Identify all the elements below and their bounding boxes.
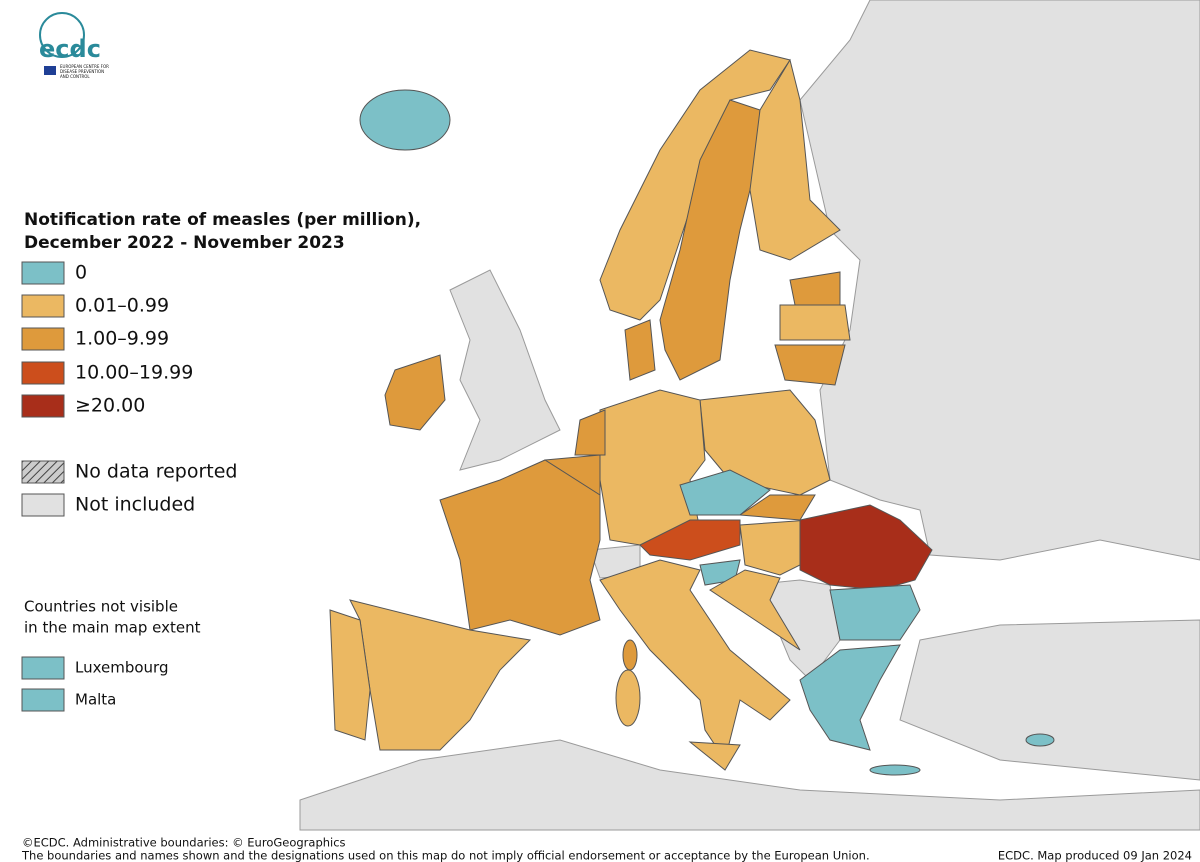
inset-swatch xyxy=(21,656,65,680)
region xyxy=(622,639,638,671)
legend-title: December 2022 - November 2023 xyxy=(24,233,345,253)
region xyxy=(799,504,933,591)
region xyxy=(639,519,741,561)
logo-globe xyxy=(39,12,85,58)
legend-label: 0.01–0.99 xyxy=(75,295,169,317)
uk xyxy=(449,269,561,471)
inset-title: in the main map extent xyxy=(24,619,201,637)
no-data-swatch xyxy=(21,460,65,484)
legend-swatch xyxy=(21,361,65,385)
logo-subtitle: DISEASE PREVENTION xyxy=(60,69,104,74)
legend-swatch xyxy=(21,327,65,351)
logo-subtitle: AND CONTROL xyxy=(60,74,90,79)
region xyxy=(738,494,816,521)
region xyxy=(599,559,791,762)
inset-swatch xyxy=(21,688,65,712)
inset-label: Malta xyxy=(75,691,116,709)
region xyxy=(709,569,801,651)
region xyxy=(659,99,761,381)
legend-label: No data reported xyxy=(75,461,238,483)
region xyxy=(789,271,841,306)
eu-flag xyxy=(44,66,56,75)
region xyxy=(384,354,446,431)
region xyxy=(679,469,771,516)
region xyxy=(869,764,921,776)
region xyxy=(688,741,741,771)
legend-title: Notification rate of measles (per millio… xyxy=(24,210,421,230)
region xyxy=(329,609,371,741)
region xyxy=(615,669,641,727)
inset-title: Countries not visible xyxy=(24,598,178,616)
region xyxy=(774,344,846,386)
region xyxy=(779,304,851,341)
legend-swatch xyxy=(21,394,65,418)
legend-label: 10.00–19.99 xyxy=(75,362,193,384)
legend-label: ≥20.00 xyxy=(75,395,145,417)
turkey xyxy=(899,619,1200,781)
logo-subtitle: EUROPEAN CENTRE FOR xyxy=(60,64,109,69)
map xyxy=(299,0,1200,831)
non-eu-land xyxy=(799,0,1200,561)
logo: ecdc EUROPEAN CENTRE FOR DISEASE PREVENT… xyxy=(39,12,109,79)
logo-text: ecdc xyxy=(39,35,101,63)
region xyxy=(699,389,831,496)
region xyxy=(749,58,841,261)
region xyxy=(359,89,451,151)
legend-label: 0 xyxy=(75,262,87,284)
legend-swatch xyxy=(21,294,65,318)
region xyxy=(349,599,532,751)
region xyxy=(799,644,901,751)
region xyxy=(439,459,601,636)
footer-text: The boundaries and names shown and the d… xyxy=(21,849,870,862)
region xyxy=(1025,733,1055,747)
north-africa xyxy=(299,739,1200,831)
legend-swatch xyxy=(21,261,65,285)
legend: Notification rate of measles (per millio… xyxy=(21,210,421,712)
not-included-swatch xyxy=(21,493,65,517)
footer-text: ECDC. Map produced 09 Jan 2024 xyxy=(998,849,1192,862)
region xyxy=(574,409,606,456)
inset-label: Luxembourg xyxy=(75,659,169,677)
footer-text: ©ECDC. Administrative boundaries: © Euro… xyxy=(22,836,346,850)
legend-label: 1.00–9.99 xyxy=(75,328,169,350)
region xyxy=(829,584,921,641)
legend-label: Not included xyxy=(75,494,195,516)
region xyxy=(624,319,656,381)
